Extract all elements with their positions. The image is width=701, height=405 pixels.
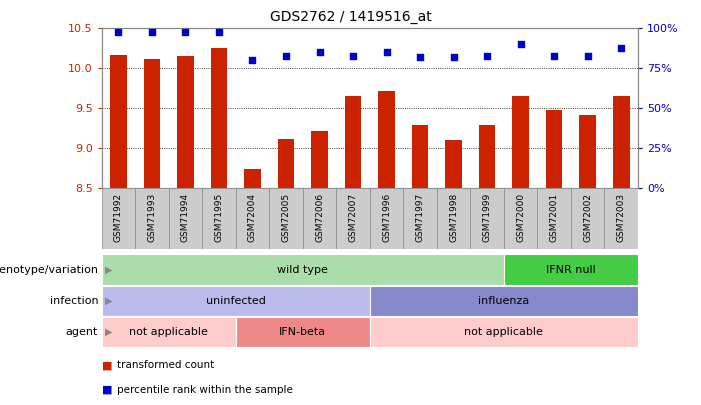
Point — [280, 52, 292, 59]
Bar — [370, 286, 638, 316]
Bar — [370, 188, 403, 249]
Bar — [102, 254, 504, 285]
Bar — [210, 47, 227, 188]
Text: GSM72005: GSM72005 — [282, 193, 290, 242]
Text: infection: infection — [50, 296, 98, 306]
Text: GSM71992: GSM71992 — [114, 193, 123, 242]
Point — [314, 49, 325, 55]
Bar — [278, 139, 294, 188]
Bar — [144, 59, 161, 188]
Text: GSM72003: GSM72003 — [617, 193, 626, 242]
Text: GSM72000: GSM72000 — [516, 193, 525, 242]
Point — [548, 52, 559, 59]
Point — [414, 54, 426, 60]
Bar — [411, 125, 428, 188]
Bar — [538, 188, 571, 249]
Point — [615, 44, 627, 51]
Text: GSM72004: GSM72004 — [248, 193, 257, 242]
Bar — [110, 55, 127, 188]
Point — [448, 54, 459, 60]
Point — [348, 52, 359, 59]
Bar — [102, 188, 135, 249]
Text: not applicable: not applicable — [464, 327, 543, 337]
Bar — [479, 125, 496, 188]
Bar — [236, 188, 269, 249]
Text: not applicable: not applicable — [129, 327, 208, 337]
Point — [381, 49, 392, 55]
Bar — [403, 188, 437, 249]
Text: ▶: ▶ — [105, 264, 113, 275]
Text: ■: ■ — [102, 360, 112, 370]
Bar — [470, 188, 504, 249]
Bar — [303, 188, 336, 249]
Bar — [579, 115, 596, 188]
Text: IFNR null: IFNR null — [546, 264, 596, 275]
Text: IFN-beta: IFN-beta — [279, 327, 326, 337]
Text: wild type: wild type — [278, 264, 328, 275]
Point — [247, 57, 258, 64]
Bar — [504, 254, 638, 285]
Point — [213, 28, 224, 35]
Bar — [336, 188, 370, 249]
Bar — [345, 96, 362, 188]
Bar — [370, 317, 638, 347]
Text: influenza: influenza — [478, 296, 529, 306]
Text: GSM72006: GSM72006 — [315, 193, 324, 242]
Text: GSM71994: GSM71994 — [181, 193, 190, 242]
Point — [180, 28, 191, 35]
Point — [482, 52, 493, 59]
Bar — [504, 188, 538, 249]
Text: percentile rank within the sample: percentile rank within the sample — [117, 385, 293, 394]
Bar — [604, 188, 638, 249]
Bar — [445, 140, 462, 188]
Bar — [613, 96, 629, 188]
Bar — [546, 110, 562, 188]
Text: transformed count: transformed count — [117, 360, 215, 370]
Bar — [202, 188, 236, 249]
Bar — [102, 317, 236, 347]
Point — [582, 52, 593, 59]
Bar — [102, 286, 370, 316]
Bar — [169, 188, 202, 249]
Bar — [512, 96, 529, 188]
Text: GSM71993: GSM71993 — [147, 193, 156, 243]
Point — [147, 28, 158, 35]
Text: GSM71999: GSM71999 — [482, 193, 491, 243]
Text: ▶: ▶ — [105, 296, 113, 306]
Bar — [311, 131, 328, 188]
Text: GDS2762 / 1419516_at: GDS2762 / 1419516_at — [270, 10, 431, 24]
Text: ■: ■ — [102, 385, 112, 394]
Text: GSM72002: GSM72002 — [583, 193, 592, 242]
Text: ▶: ▶ — [105, 327, 113, 337]
Bar — [244, 169, 261, 188]
Bar — [236, 317, 370, 347]
Bar — [269, 188, 303, 249]
Text: GSM71997: GSM71997 — [416, 193, 425, 243]
Text: GSM71995: GSM71995 — [215, 193, 224, 243]
Bar — [135, 188, 169, 249]
Bar — [571, 188, 604, 249]
Point — [113, 28, 124, 35]
Text: GSM71996: GSM71996 — [382, 193, 391, 243]
Text: agent: agent — [66, 327, 98, 337]
Text: GSM72001: GSM72001 — [550, 193, 559, 242]
Bar — [177, 55, 193, 188]
Text: genotype/variation: genotype/variation — [0, 264, 98, 275]
Text: GSM71998: GSM71998 — [449, 193, 458, 243]
Bar — [378, 91, 395, 188]
Text: GSM72007: GSM72007 — [348, 193, 358, 242]
Bar — [437, 188, 470, 249]
Text: uninfected: uninfected — [206, 296, 266, 306]
Point — [515, 41, 526, 47]
